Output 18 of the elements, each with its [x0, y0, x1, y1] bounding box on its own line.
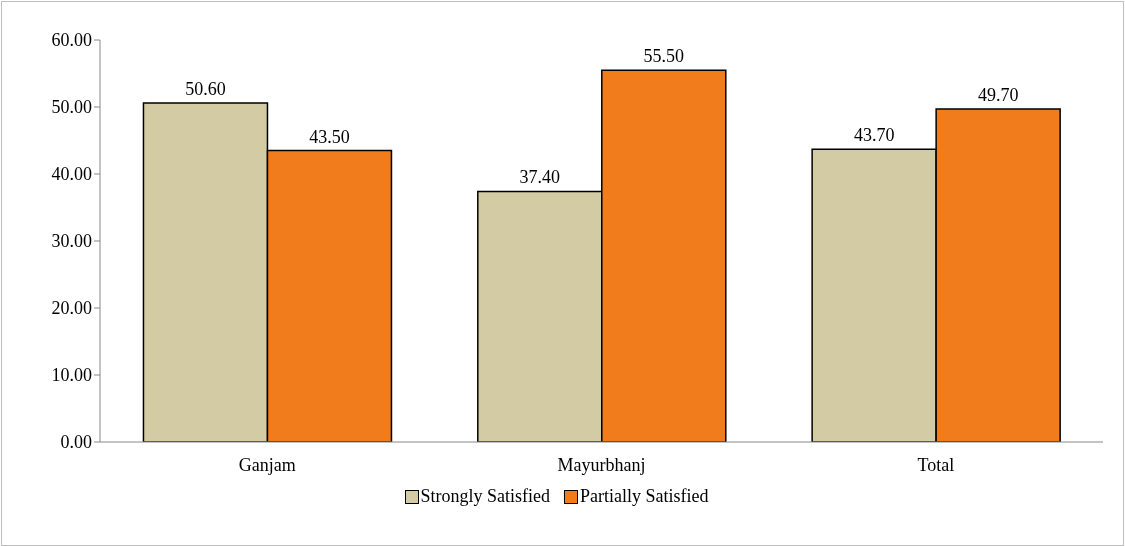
data-label: 43.70 [853, 125, 895, 146]
y-tick-label: 0.00 [60, 432, 92, 453]
y-tick-label: 10.00 [51, 365, 92, 386]
data-label: 43.50 [309, 126, 350, 147]
data-label: 55.50 [643, 46, 685, 67]
x-tick-label: Ganjam [238, 454, 296, 475]
y-tick-label: 50.00 [51, 97, 92, 118]
x-tick-label: Mayurbhanj [557, 454, 646, 475]
legend-label: Partially Satisfied [579, 486, 709, 507]
y-tick-label: 20.00 [51, 298, 92, 319]
data-label: 49.70 [977, 85, 1019, 106]
y-tick-label: 40.00 [51, 164, 92, 185]
legend-label: Strongly Satisfied [419, 486, 550, 507]
data-label: 50.60 [185, 78, 226, 99]
data-label: 37.40 [519, 167, 561, 188]
y-tick-label: 30.00 [51, 231, 92, 252]
y-tick-label: 60.00 [51, 30, 92, 51]
x-tick-label: Total [917, 454, 955, 475]
